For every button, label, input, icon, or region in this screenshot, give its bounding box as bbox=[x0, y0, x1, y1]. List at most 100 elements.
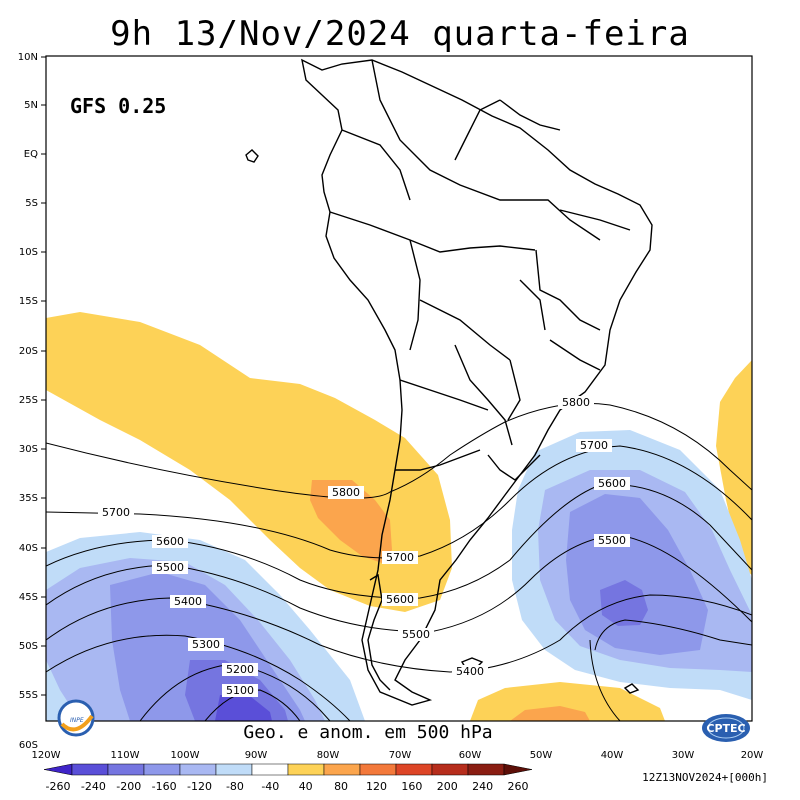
run-info: 12Z13NOV2024+[000h] bbox=[642, 771, 768, 784]
lat-label: EQ bbox=[24, 149, 38, 160]
colorbar-label: -40 bbox=[261, 780, 279, 793]
contour-label: 5400 bbox=[170, 595, 206, 608]
country-border bbox=[499, 99, 561, 131]
anomaly-colorbar: -260 -240 -200 -160 -120 -80 -40 40 80 120 160 200 2… bbox=[43, 763, 533, 793]
contour-label: 5500 bbox=[398, 628, 434, 641]
contour-label: 5300 bbox=[188, 638, 224, 651]
lon-label: 50W bbox=[530, 750, 553, 760]
colorbar-box bbox=[215, 763, 253, 776]
lat-label: 20S bbox=[19, 346, 38, 357]
contour-5800-east bbox=[504, 402, 752, 491]
contour-5300 bbox=[46, 634, 351, 721]
longitude-axis: 120W 110W 100W 90W 80W 70W 60W 50W 40W 3… bbox=[32, 750, 764, 760]
contour-label: 5800 bbox=[328, 486, 364, 499]
svg-text:5200: 5200 bbox=[226, 663, 254, 676]
field-label: Geo. e anom. em 500 hPa bbox=[243, 722, 492, 743]
geopotential-map: 10N 5N EQ 5S 10S 15S 20S 25S 30S 35S 40S… bbox=[18, 52, 764, 760]
contour-label: 5700 bbox=[382, 551, 418, 564]
colorbar-label: 160 bbox=[401, 780, 422, 793]
colorbar-label: 200 bbox=[437, 780, 458, 793]
lon-label: 40W bbox=[601, 750, 624, 760]
negative-anomaly-area bbox=[600, 580, 648, 626]
svg-text:5600: 5600 bbox=[386, 593, 414, 606]
colorbar-label: -260 bbox=[46, 780, 71, 793]
country-border bbox=[535, 249, 601, 331]
contour-label: 5200 bbox=[222, 663, 258, 676]
lon-label: 100W bbox=[171, 750, 200, 760]
colorbar-box bbox=[323, 763, 361, 776]
colorbar-label: 240 bbox=[472, 780, 493, 793]
lat-label: 45S bbox=[19, 592, 38, 603]
colorbar-box bbox=[287, 763, 325, 776]
lon-label: 60W bbox=[459, 750, 482, 760]
svg-text:5500: 5500 bbox=[402, 628, 430, 641]
contour-label: 5600 bbox=[152, 535, 188, 548]
country-border bbox=[454, 99, 501, 161]
lat-label: 10S bbox=[19, 247, 38, 258]
contour-label: 5500 bbox=[594, 534, 630, 547]
svg-text:5500: 5500 bbox=[156, 561, 184, 574]
lat-label: 5N bbox=[24, 100, 38, 111]
svg-text:5700: 5700 bbox=[580, 439, 608, 452]
lat-label: 35S bbox=[19, 493, 38, 504]
colorbar-box bbox=[395, 763, 433, 776]
south-georgia bbox=[623, 683, 640, 694]
svg-text:5800: 5800 bbox=[332, 486, 360, 499]
svg-text:5300: 5300 bbox=[192, 638, 220, 651]
chiloe-archipelago bbox=[367, 573, 391, 691]
contour-label: 5100 bbox=[222, 684, 258, 697]
contour-label: 5600 bbox=[594, 477, 630, 490]
svg-text:5600: 5600 bbox=[156, 535, 184, 548]
contour-label: 5400 bbox=[452, 665, 488, 678]
colorbar-box bbox=[359, 763, 397, 776]
contour-labels: 5800 5700 5600 5500 5700 5600 5500 5400 … bbox=[98, 396, 630, 697]
lat-label: 10N bbox=[18, 52, 38, 63]
svg-text:5500: 5500 bbox=[598, 534, 626, 547]
svg-text:5800: 5800 bbox=[562, 396, 590, 409]
coastlines-and-borders bbox=[245, 58, 653, 706]
lat-label: 50S bbox=[19, 641, 38, 652]
svg-text:CPTEC: CPTEC bbox=[706, 722, 745, 735]
colorbar-label: -80 bbox=[226, 780, 244, 793]
lat-label: 5S bbox=[25, 198, 38, 209]
colorbar-label: -200 bbox=[116, 780, 141, 793]
lon-label: 120W bbox=[32, 750, 61, 760]
svg-text:5100: 5100 bbox=[226, 684, 254, 697]
contour-5400-loop bbox=[594, 619, 752, 651]
country-border bbox=[559, 209, 631, 231]
latitude-axis: 10N 5N EQ 5S 10S 15S 20S 25S 30S 35S 40S… bbox=[18, 52, 38, 751]
lat-label: 40S bbox=[19, 543, 38, 554]
colorbar-box bbox=[71, 763, 109, 776]
colorbar-box bbox=[431, 763, 469, 776]
svg-text:5400: 5400 bbox=[456, 665, 484, 678]
contour-5100 bbox=[204, 689, 301, 721]
country-border bbox=[419, 299, 511, 361]
anomaly-shading bbox=[46, 312, 752, 721]
svg-text:5700: 5700 bbox=[386, 551, 414, 564]
svg-text:5400: 5400 bbox=[174, 595, 202, 608]
positive-anomaly-core bbox=[510, 706, 590, 721]
galapagos-islands bbox=[245, 149, 259, 163]
colorbar-label: -160 bbox=[152, 780, 177, 793]
contour-label: 5800 bbox=[558, 396, 594, 409]
map-frame bbox=[45, 55, 753, 722]
svg-text:5600: 5600 bbox=[598, 477, 626, 490]
colorbar-labels: -260 -240 -200 -160 -120 -80 -40 40 80 120 160 200 2… bbox=[46, 780, 529, 793]
colorbar-box bbox=[107, 763, 145, 776]
colorbar-label: 40 bbox=[299, 780, 313, 793]
country-border bbox=[507, 359, 521, 421]
lat-label: 15S bbox=[19, 296, 38, 307]
svg-text:INPE: INPE bbox=[70, 717, 84, 724]
positive-anomaly-core bbox=[310, 480, 392, 563]
map-title: 9h 13/Nov/2024 quarta-feira bbox=[110, 14, 690, 54]
cptec-logo: CPTEC bbox=[702, 714, 750, 742]
contour-label: 5700 bbox=[576, 439, 612, 452]
svg-text:5700: 5700 bbox=[102, 506, 130, 519]
lon-label: 80W bbox=[317, 750, 340, 760]
lon-label: 90W bbox=[245, 750, 268, 760]
country-border bbox=[329, 211, 536, 253]
country-border bbox=[487, 454, 541, 481]
inpe-logo: INPE bbox=[57, 699, 95, 737]
lon-label: 30W bbox=[672, 750, 695, 760]
colorbar-label: -240 bbox=[81, 780, 106, 793]
